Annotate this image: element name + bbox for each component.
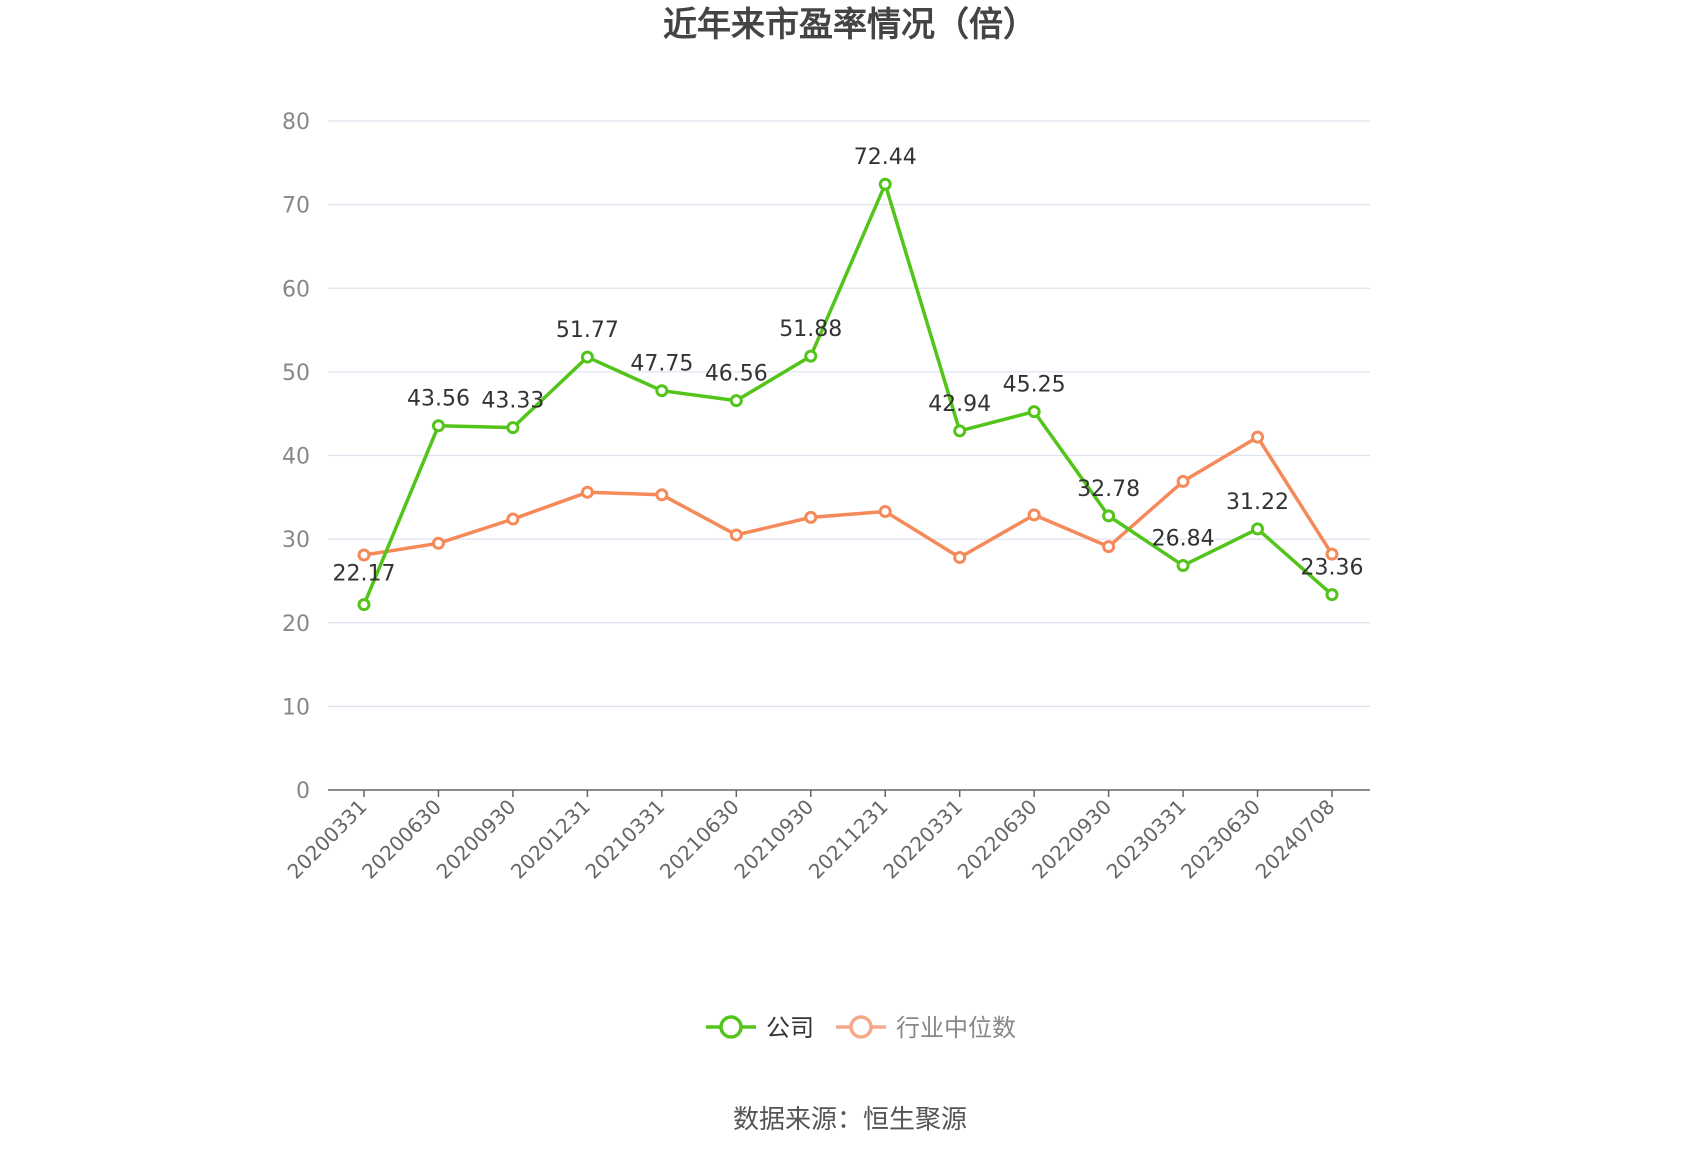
company-data-label: 45.25	[1003, 373, 1066, 398]
legend-circle-marker	[719, 1015, 743, 1039]
x-tick-label: 20210331	[580, 795, 669, 884]
x-tick-label: 20230630	[1176, 795, 1265, 884]
legend-label: 行业中位数	[896, 1014, 1016, 1042]
industry-median-point[interactable]	[1102, 540, 1116, 554]
company-data-label: 26.84	[1152, 527, 1215, 552]
x-tick-label: 20211231	[804, 795, 893, 884]
x-tick-label: 20200630	[357, 795, 446, 884]
company-data-label: 51.77	[556, 318, 619, 343]
y-tick-label: 60	[282, 277, 310, 302]
industry-median-point[interactable]	[580, 485, 594, 499]
company-point[interactable]	[1251, 522, 1265, 536]
industry-median-point[interactable]	[431, 536, 445, 550]
company-data-label: 43.56	[407, 387, 470, 412]
industry-median-point[interactable]	[357, 548, 371, 562]
x-tick-label: 20210630	[655, 795, 744, 884]
y-tick-label: 30	[282, 528, 310, 553]
company-data-label: 32.78	[1077, 477, 1140, 502]
company-data-label: 43.33	[481, 389, 544, 414]
company-data-label: 22.17	[333, 562, 396, 587]
y-tick-label: 0	[296, 779, 310, 804]
company-point[interactable]	[431, 419, 445, 433]
x-tick-label: 20200331	[283, 795, 372, 884]
industry-median-point[interactable]	[1176, 474, 1190, 488]
x-tick-label: 20240708	[1251, 795, 1340, 884]
source-note: 数据来源：恒生聚源	[733, 1105, 967, 1135]
legend-circle-marker	[849, 1015, 873, 1039]
company-point[interactable]	[1102, 509, 1116, 523]
x-tick-label: 20201231	[506, 795, 595, 884]
industry-median-point[interactable]	[953, 551, 967, 565]
industry-median-point[interactable]	[506, 512, 520, 526]
company-point[interactable]	[1325, 588, 1339, 602]
series-lines	[357, 177, 1339, 612]
legend[interactable]: 公司 行业中位数	[706, 1014, 1016, 1042]
industry-median-point[interactable]	[1325, 547, 1339, 561]
y-tick-label: 50	[282, 361, 310, 386]
company-point[interactable]	[953, 424, 967, 438]
data-labels: 22.17 43.56 43.33 51.77 47.75 46.56 51.88 72.44…	[333, 145, 1364, 586]
company-point[interactable]	[580, 350, 594, 364]
company-point[interactable]	[804, 349, 818, 363]
company-line	[362, 182, 1334, 606]
chart-title: 近年来市盈率情况（倍）	[663, 5, 1037, 45]
company-data-label: 51.88	[779, 317, 842, 342]
legend-item-industry-median[interactable]: 行业中位数	[836, 1014, 1016, 1042]
y-tick-label: 10	[282, 695, 310, 720]
company-point[interactable]	[1176, 559, 1190, 573]
x-tick-label: 20220630	[953, 795, 1042, 884]
industry-median-point[interactable]	[804, 510, 818, 524]
x-tick-label: 20230331	[1102, 795, 1191, 884]
company-point[interactable]	[878, 177, 892, 191]
company-point[interactable]	[729, 394, 743, 408]
industry-median-line	[363, 435, 1334, 560]
y-axis: 0 10 20 30 40 50 60 70 80	[282, 110, 310, 804]
y-tick-label: 70	[282, 194, 310, 219]
company-data-label: 46.56	[705, 362, 768, 387]
company-point[interactable]	[506, 421, 520, 435]
industry-median-point[interactable]	[1251, 430, 1265, 444]
company-data-label: 72.44	[854, 145, 917, 170]
x-tick-label: 20220331	[878, 795, 967, 884]
legend-label: 公司	[766, 1014, 814, 1042]
y-tick-label: 20	[282, 612, 310, 637]
x-tick-label: 20220930	[1027, 795, 1116, 884]
company-point[interactable]	[357, 598, 371, 612]
company-data-label: 47.75	[630, 352, 693, 377]
grid-lines	[328, 120, 1370, 707]
company-data-label: 23.36	[1301, 556, 1364, 581]
industry-median-point[interactable]	[655, 488, 669, 502]
y-tick-label: 40	[282, 445, 310, 470]
company-data-label: 42.94	[928, 392, 991, 417]
x-tick-label: 20200930	[432, 795, 521, 884]
x-tick-label: 20210930	[729, 795, 818, 884]
x-axis: 2020033120200630202009302020123120210331…	[283, 789, 1370, 884]
industry-median-point[interactable]	[729, 528, 743, 542]
company-point[interactable]	[655, 384, 669, 398]
company-point[interactable]	[1027, 405, 1041, 419]
company-data-label: 31.22	[1226, 490, 1289, 515]
y-tick-label: 80	[282, 110, 310, 135]
legend-item-company[interactable]: 公司	[706, 1014, 814, 1042]
industry-median-point[interactable]	[878, 505, 892, 519]
industry-median-point[interactable]	[1027, 508, 1041, 522]
